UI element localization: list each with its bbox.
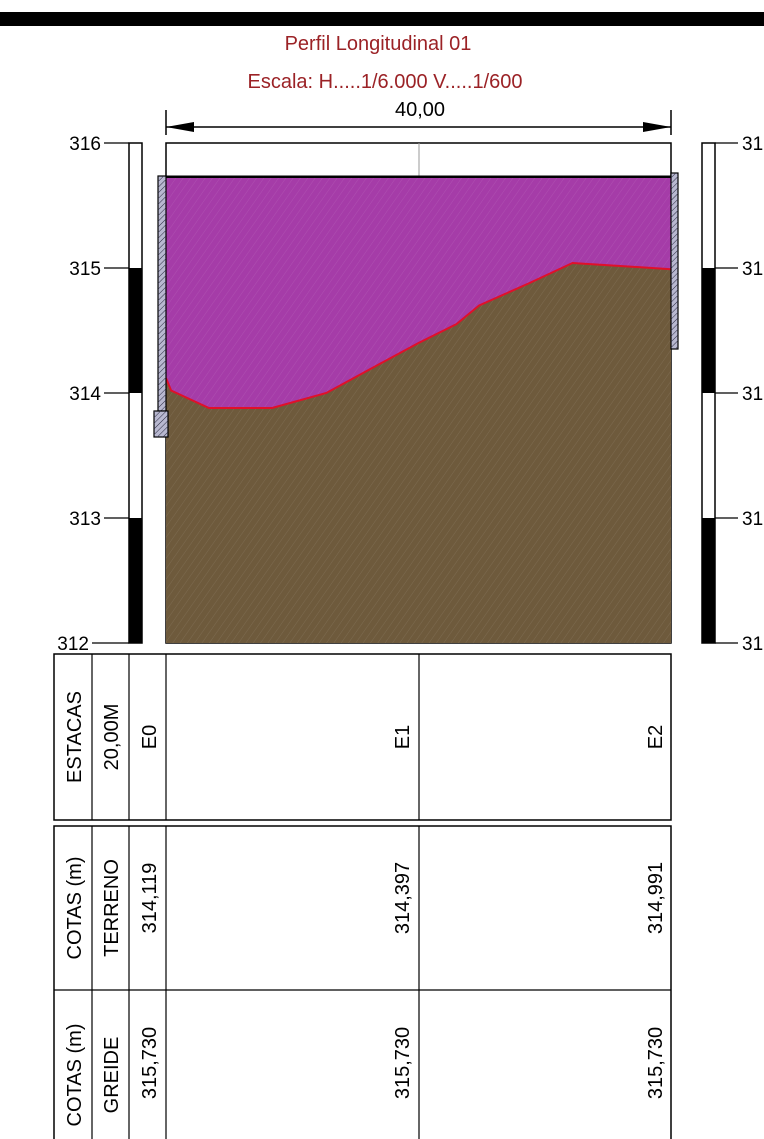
greide-e2: 315,730 [645,1027,667,1099]
terreno-header: COTAS (m) [64,857,86,960]
left-tick-313: 313 [69,509,101,530]
left-tick-314: 314 [69,384,101,405]
terreno-e2: 314,991 [645,862,667,934]
cotas-table [53,825,672,1139]
terreno-e1: 314,397 [392,862,414,934]
right-tick-3: 31 [742,384,763,405]
left-tick-316: 316 [69,134,101,155]
soil-area-hatch [166,263,671,643]
dimension-value: 40,00 [395,99,445,121]
scale-label: Escala: H.....1/6.000 V.....1/600 [248,71,523,93]
greide-e1: 315,730 [392,1027,414,1099]
estaca-e0: E0 [139,725,161,749]
left-tick-312: 312 [57,634,89,655]
top-border-bar [0,12,764,26]
left-wall [153,175,169,438]
estacas-header: ESTACAS [64,691,86,783]
right-tick-5: 31 [742,634,763,655]
terreno-subheader: TERRENO [101,859,123,957]
profile-title: Perfil Longitudinal 01 [285,33,472,55]
left-elevation-scale [92,142,143,644]
left-tick-315: 315 [69,259,101,280]
fill-area-hatch [166,176,671,408]
estacas-subheader: 20,00M [101,704,123,771]
greide-header: COTAS (m) [64,1024,86,1127]
right-wall [670,172,679,350]
right-tick-4: 31 [742,509,763,530]
dimension-line [165,110,672,135]
right-tick-2: 31 [742,259,763,280]
greide-subheader: GREIDE [101,1037,123,1114]
right-elevation-scale [701,142,738,644]
estaca-e1: E1 [392,725,414,749]
estacas-table [53,653,672,821]
terreno-e0: 314,119 [139,863,161,934]
estaca-e2: E2 [645,725,667,749]
greide-e0: 315,730 [139,1027,161,1099]
terrain-line [165,261,672,409]
right-tick-1: 31 [742,134,763,155]
